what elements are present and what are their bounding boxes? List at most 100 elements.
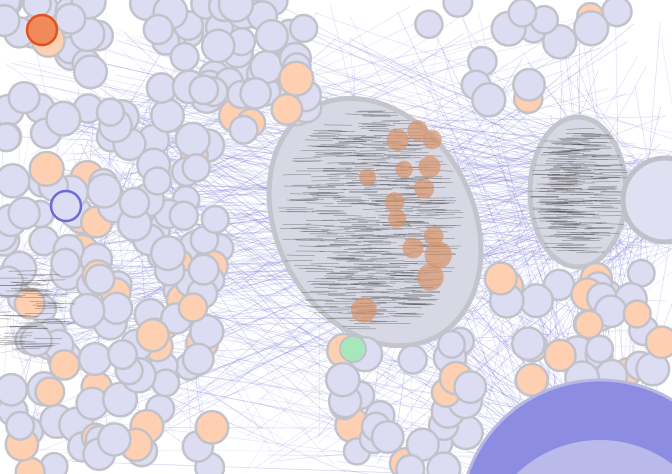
label-scribble bbox=[540, 188, 569, 190]
label-scribble bbox=[301, 291, 330, 293]
label-scribble bbox=[317, 137, 346, 139]
label-scribble bbox=[563, 170, 592, 172]
label-scribble bbox=[364, 285, 393, 288]
label-scribble bbox=[402, 202, 431, 204]
label-scribble bbox=[333, 214, 362, 217]
label-scribble bbox=[395, 313, 424, 315]
label-scribble bbox=[404, 293, 433, 296]
label-scribble bbox=[577, 144, 606, 146]
edge bbox=[8, 215, 85, 354]
label-scribble bbox=[558, 149, 587, 152]
label-scribble bbox=[32, 304, 61, 307]
label-scribble bbox=[327, 292, 356, 295]
node bbox=[99, 291, 134, 325]
label-scribble bbox=[341, 326, 370, 328]
label-scribble bbox=[286, 199, 315, 202]
cluster-node bbox=[386, 128, 409, 152]
node bbox=[483, 261, 518, 296]
label-scribble bbox=[532, 207, 561, 209]
cluster-node bbox=[418, 155, 441, 178]
label-scribble bbox=[353, 266, 382, 269]
label-scribble bbox=[398, 234, 427, 236]
label-scribble bbox=[387, 155, 416, 157]
label-scribble bbox=[587, 186, 616, 189]
label-scribble bbox=[27, 344, 56, 346]
label-scribble bbox=[591, 180, 620, 183]
label-scribble bbox=[581, 134, 610, 136]
label-scribble bbox=[389, 281, 418, 283]
label-scribble bbox=[358, 123, 387, 125]
node bbox=[45, 100, 82, 137]
node bbox=[426, 451, 462, 474]
label-scribble bbox=[548, 158, 577, 160]
label-scribble bbox=[3, 335, 32, 337]
label-scribble bbox=[355, 240, 384, 242]
label-scribble bbox=[317, 266, 346, 268]
label-scribble bbox=[571, 237, 600, 239]
label-scribble bbox=[347, 217, 376, 219]
label-scribble bbox=[395, 178, 424, 180]
label-scribble bbox=[556, 215, 585, 218]
label-scribble bbox=[41, 293, 70, 295]
node bbox=[181, 342, 215, 376]
label-scribble bbox=[581, 199, 610, 201]
label-scribble bbox=[360, 291, 389, 293]
node bbox=[145, 72, 178, 104]
node bbox=[142, 166, 173, 196]
label-scribble bbox=[340, 270, 369, 272]
label-scribble bbox=[313, 155, 342, 157]
label-scribble bbox=[313, 130, 342, 132]
label-scribble bbox=[282, 223, 311, 226]
label-scribble bbox=[419, 210, 448, 212]
label-scribble bbox=[345, 292, 374, 294]
label-scribble bbox=[0, 318, 11, 320]
label-scribble bbox=[278, 207, 307, 209]
label-scribble bbox=[551, 152, 580, 154]
label-scribble bbox=[367, 125, 396, 127]
label-scribble bbox=[313, 311, 342, 314]
label-scribble bbox=[344, 140, 373, 142]
label-scribble bbox=[375, 271, 404, 273]
label-scribble bbox=[367, 299, 396, 302]
label-scribble bbox=[413, 155, 442, 157]
label-scribble bbox=[348, 255, 377, 258]
label-scribble bbox=[324, 170, 353, 172]
label-scribble bbox=[305, 224, 334, 226]
label-scribble bbox=[366, 291, 395, 293]
label-scribble bbox=[310, 263, 339, 265]
label-scribble bbox=[303, 231, 332, 233]
node bbox=[395, 453, 426, 474]
node bbox=[107, 339, 138, 371]
label-scribble bbox=[0, 311, 12, 313]
cluster-node bbox=[387, 209, 407, 228]
label-scribble bbox=[393, 290, 422, 293]
label-scribble bbox=[371, 154, 400, 157]
label-scribble bbox=[576, 251, 605, 253]
node bbox=[0, 4, 21, 38]
label-scribble bbox=[584, 227, 613, 230]
label-scribble bbox=[542, 151, 571, 153]
label-scribble bbox=[322, 170, 351, 173]
label-scribble bbox=[365, 227, 394, 229]
node bbox=[187, 253, 220, 286]
node bbox=[573, 10, 610, 47]
label-scribble bbox=[570, 144, 599, 146]
label-scribble bbox=[353, 137, 382, 139]
label-scribble bbox=[366, 276, 395, 278]
label-scribble bbox=[348, 247, 377, 250]
label-scribble bbox=[345, 234, 374, 236]
label-scribble bbox=[383, 297, 412, 300]
label-scribble bbox=[549, 171, 578, 174]
node bbox=[77, 341, 113, 377]
label-scribble bbox=[326, 173, 355, 175]
label-scribble bbox=[422, 177, 451, 179]
label-scribble bbox=[7, 340, 36, 343]
label-scribble bbox=[390, 314, 419, 316]
label-scribble bbox=[327, 162, 356, 164]
node bbox=[0, 122, 22, 153]
node bbox=[200, 204, 230, 235]
node bbox=[181, 153, 211, 183]
label-scribble bbox=[315, 153, 344, 156]
label-scribble bbox=[570, 232, 599, 234]
node bbox=[239, 77, 272, 110]
